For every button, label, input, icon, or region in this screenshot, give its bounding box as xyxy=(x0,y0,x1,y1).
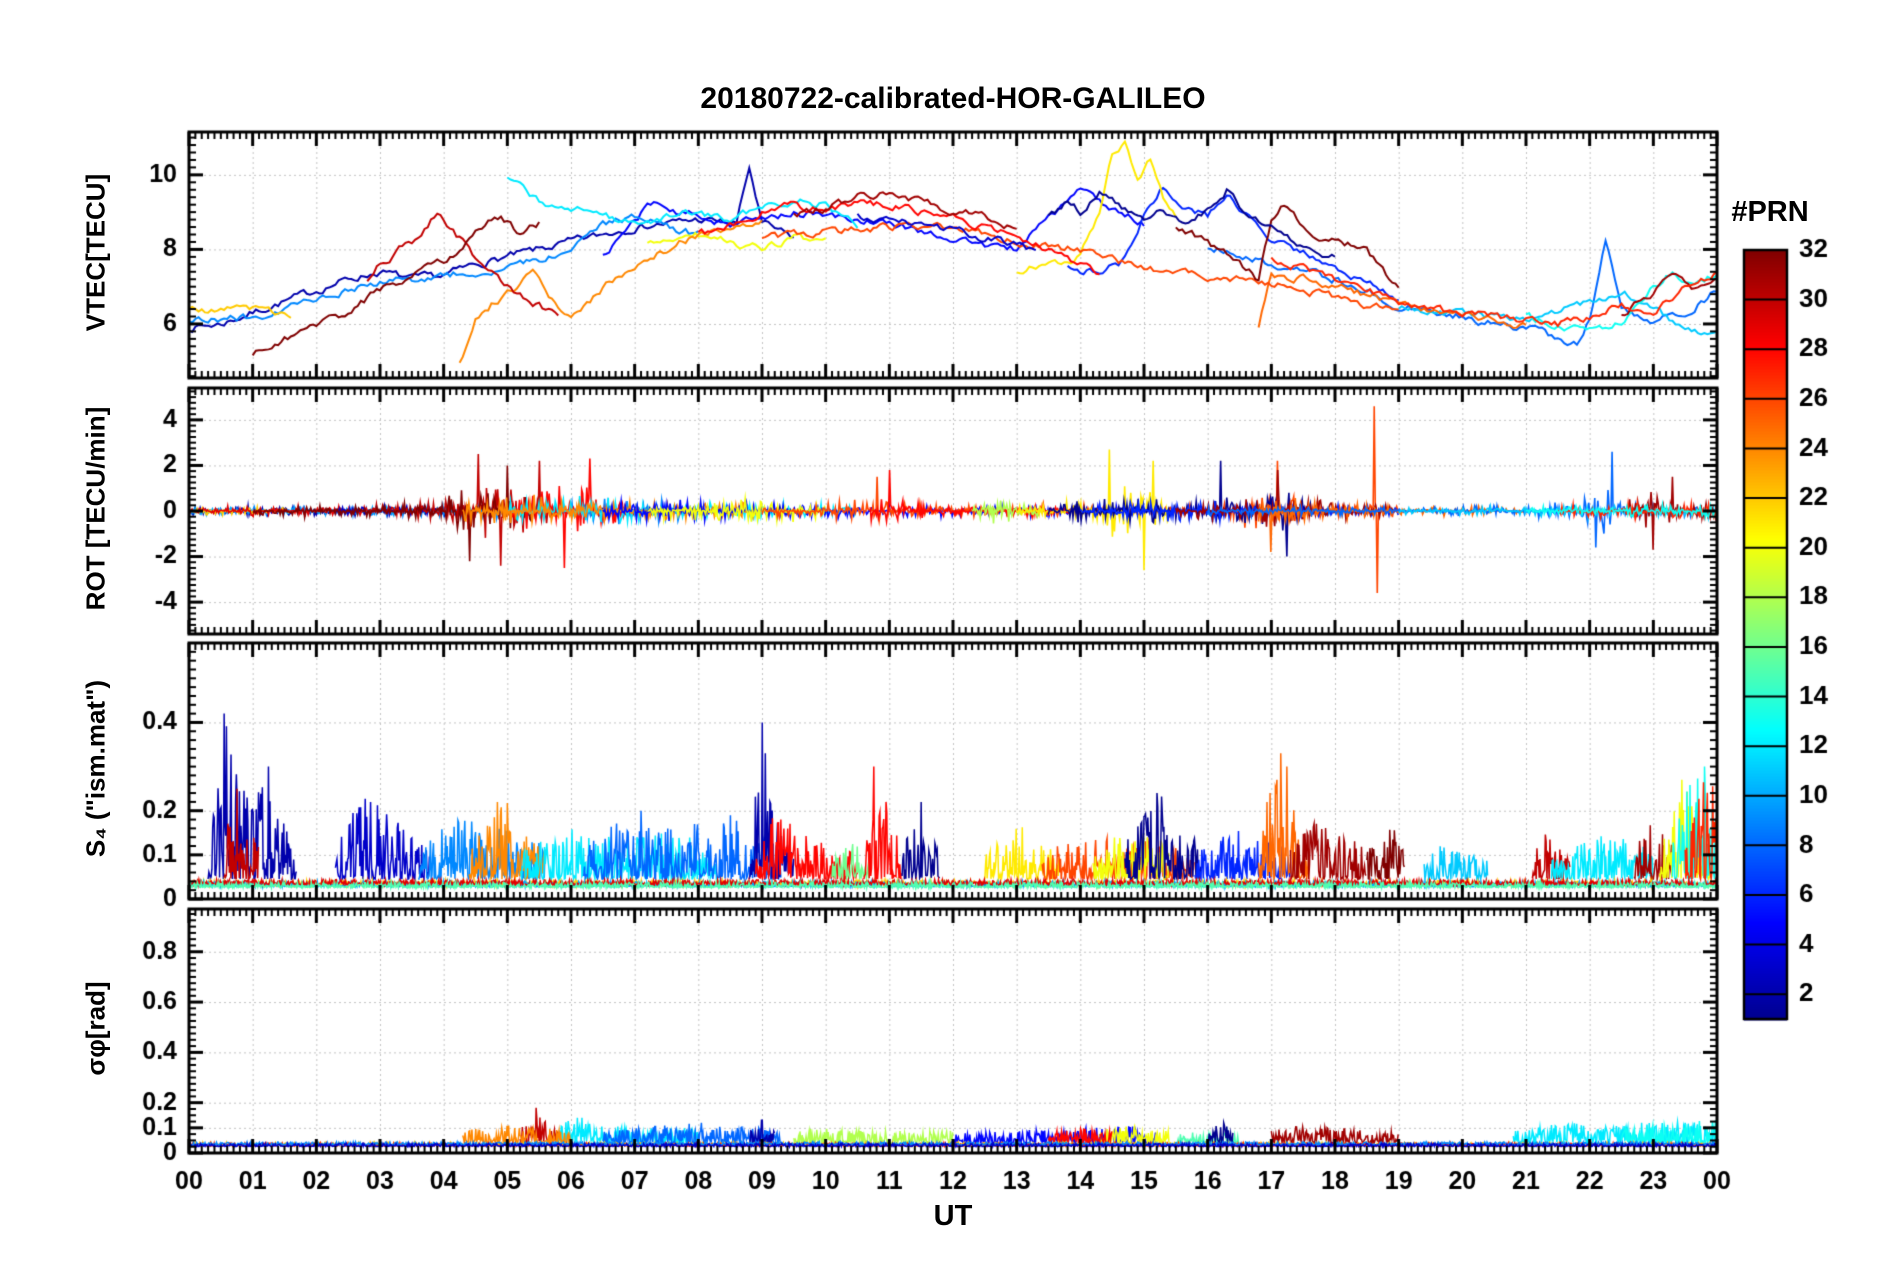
x-axis-label: UT xyxy=(933,1200,973,1232)
chart-title: 20180722-calibrated-HOR-GALILEO xyxy=(700,82,1206,115)
y-axis-label-sigma: σφ[rad] xyxy=(80,981,111,1076)
colorbar-title: #PRN xyxy=(1731,196,1809,228)
